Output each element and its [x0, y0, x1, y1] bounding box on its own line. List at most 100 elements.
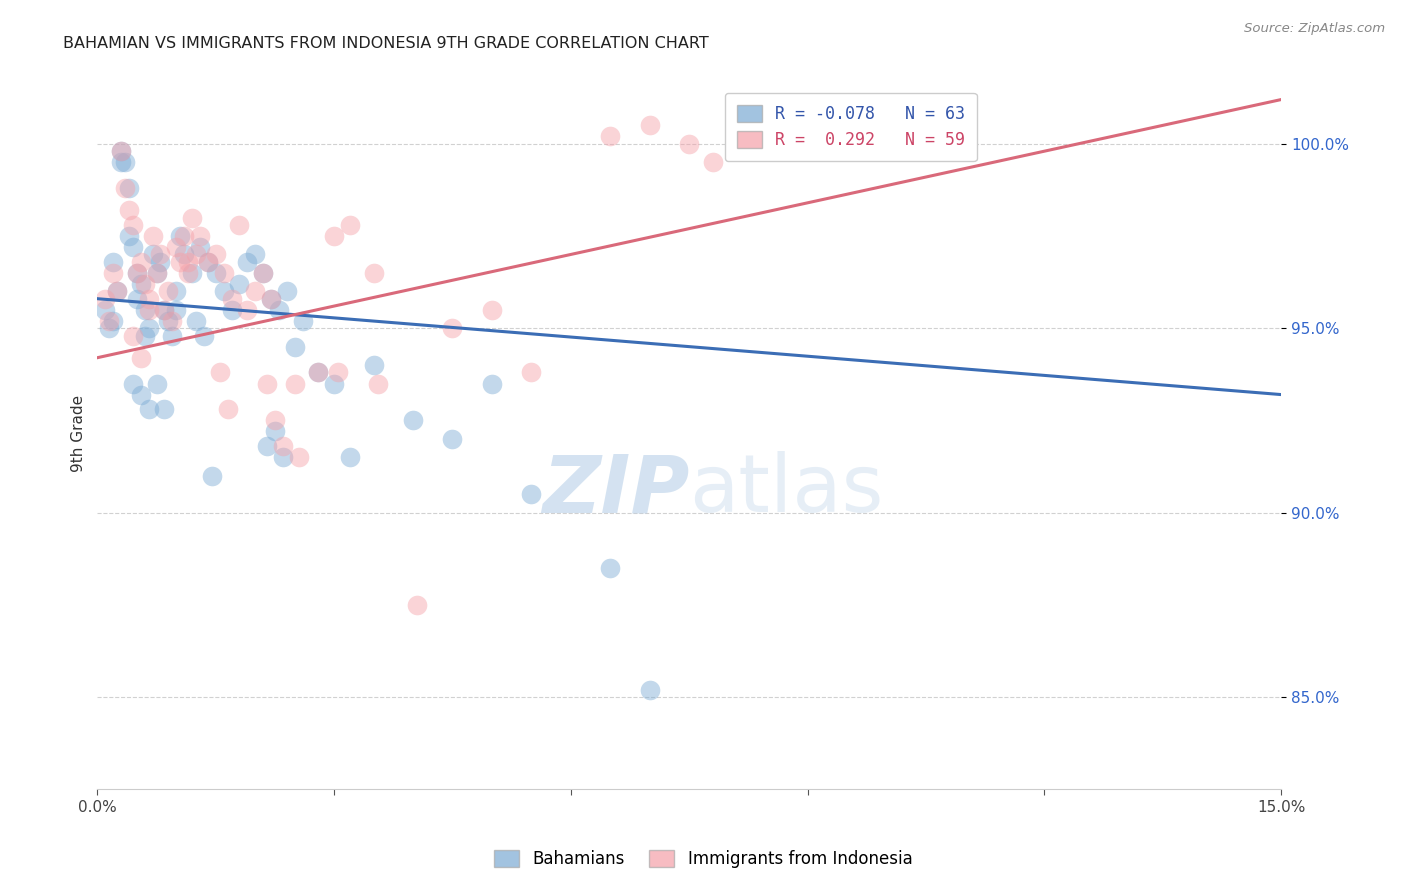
Point — [197, 255, 219, 269]
Point — [121, 240, 143, 254]
Point — [228, 218, 250, 232]
Point — [260, 292, 283, 306]
Point — [153, 302, 176, 317]
Point — [307, 366, 329, 380]
Point — [121, 328, 143, 343]
Point — [173, 229, 195, 244]
Point — [271, 439, 294, 453]
Point — [284, 376, 307, 391]
Point — [228, 277, 250, 291]
Point — [162, 328, 184, 343]
Point — [184, 314, 207, 328]
Point — [145, 266, 167, 280]
Point — [520, 487, 543, 501]
Point — [201, 468, 224, 483]
Point — [366, 376, 388, 391]
Point — [638, 682, 661, 697]
Point — [177, 266, 200, 280]
Point — [441, 432, 464, 446]
Text: BAHAMIAN VS IMMIGRANTS FROM INDONESIA 9TH GRADE CORRELATION CHART: BAHAMIAN VS IMMIGRANTS FROM INDONESIA 9T… — [63, 36, 709, 51]
Point — [678, 136, 700, 151]
Point — [157, 285, 180, 299]
Point — [181, 266, 204, 280]
Point — [193, 328, 215, 343]
Point — [129, 387, 152, 401]
Point — [204, 247, 226, 261]
Point — [197, 255, 219, 269]
Point — [165, 240, 187, 254]
Point — [291, 314, 314, 328]
Point — [323, 229, 346, 244]
Point — [363, 266, 385, 280]
Point — [101, 266, 124, 280]
Point — [323, 376, 346, 391]
Point — [402, 413, 425, 427]
Point — [181, 211, 204, 225]
Point — [188, 240, 211, 254]
Point — [110, 144, 132, 158]
Point — [129, 277, 152, 291]
Point — [236, 302, 259, 317]
Point — [110, 144, 132, 158]
Point — [149, 247, 172, 261]
Point — [599, 561, 621, 575]
Point — [169, 229, 191, 244]
Point — [339, 218, 361, 232]
Point — [114, 155, 136, 169]
Point — [177, 255, 200, 269]
Point — [105, 285, 128, 299]
Point — [134, 277, 156, 291]
Point — [129, 255, 152, 269]
Point — [243, 285, 266, 299]
Point — [101, 255, 124, 269]
Point — [165, 302, 187, 317]
Point — [702, 155, 724, 169]
Point — [142, 229, 165, 244]
Point — [243, 247, 266, 261]
Point — [481, 302, 503, 317]
Point — [217, 402, 239, 417]
Text: Source: ZipAtlas.com: Source: ZipAtlas.com — [1244, 22, 1385, 36]
Text: atlas: atlas — [689, 451, 883, 529]
Point — [114, 181, 136, 195]
Point — [105, 285, 128, 299]
Point — [142, 247, 165, 261]
Point — [256, 439, 278, 453]
Point — [118, 229, 141, 244]
Text: ZIP: ZIP — [541, 451, 689, 529]
Point — [153, 302, 176, 317]
Point — [165, 285, 187, 299]
Point — [236, 255, 259, 269]
Point — [121, 376, 143, 391]
Point — [149, 255, 172, 269]
Point — [208, 366, 231, 380]
Point — [184, 247, 207, 261]
Point — [121, 218, 143, 232]
Point — [264, 425, 287, 439]
Point — [481, 376, 503, 391]
Legend: Bahamians, Immigrants from Indonesia: Bahamians, Immigrants from Indonesia — [486, 843, 920, 875]
Point — [326, 366, 349, 380]
Point — [98, 314, 121, 328]
Point — [212, 285, 235, 299]
Point — [276, 285, 298, 299]
Y-axis label: 9th Grade: 9th Grade — [72, 395, 86, 472]
Point — [101, 314, 124, 328]
Point — [221, 292, 243, 306]
Point — [145, 266, 167, 280]
Point — [94, 302, 117, 317]
Point — [173, 247, 195, 261]
Point — [441, 321, 464, 335]
Point — [406, 598, 429, 612]
Point — [145, 376, 167, 391]
Point — [363, 358, 385, 372]
Point — [125, 266, 148, 280]
Legend: R = -0.078   N = 63, R =  0.292   N = 59: R = -0.078 N = 63, R = 0.292 N = 59 — [725, 93, 977, 161]
Point — [118, 181, 141, 195]
Point — [138, 321, 160, 335]
Point — [138, 292, 160, 306]
Point — [138, 302, 160, 317]
Point — [284, 340, 307, 354]
Point — [188, 229, 211, 244]
Point — [134, 302, 156, 317]
